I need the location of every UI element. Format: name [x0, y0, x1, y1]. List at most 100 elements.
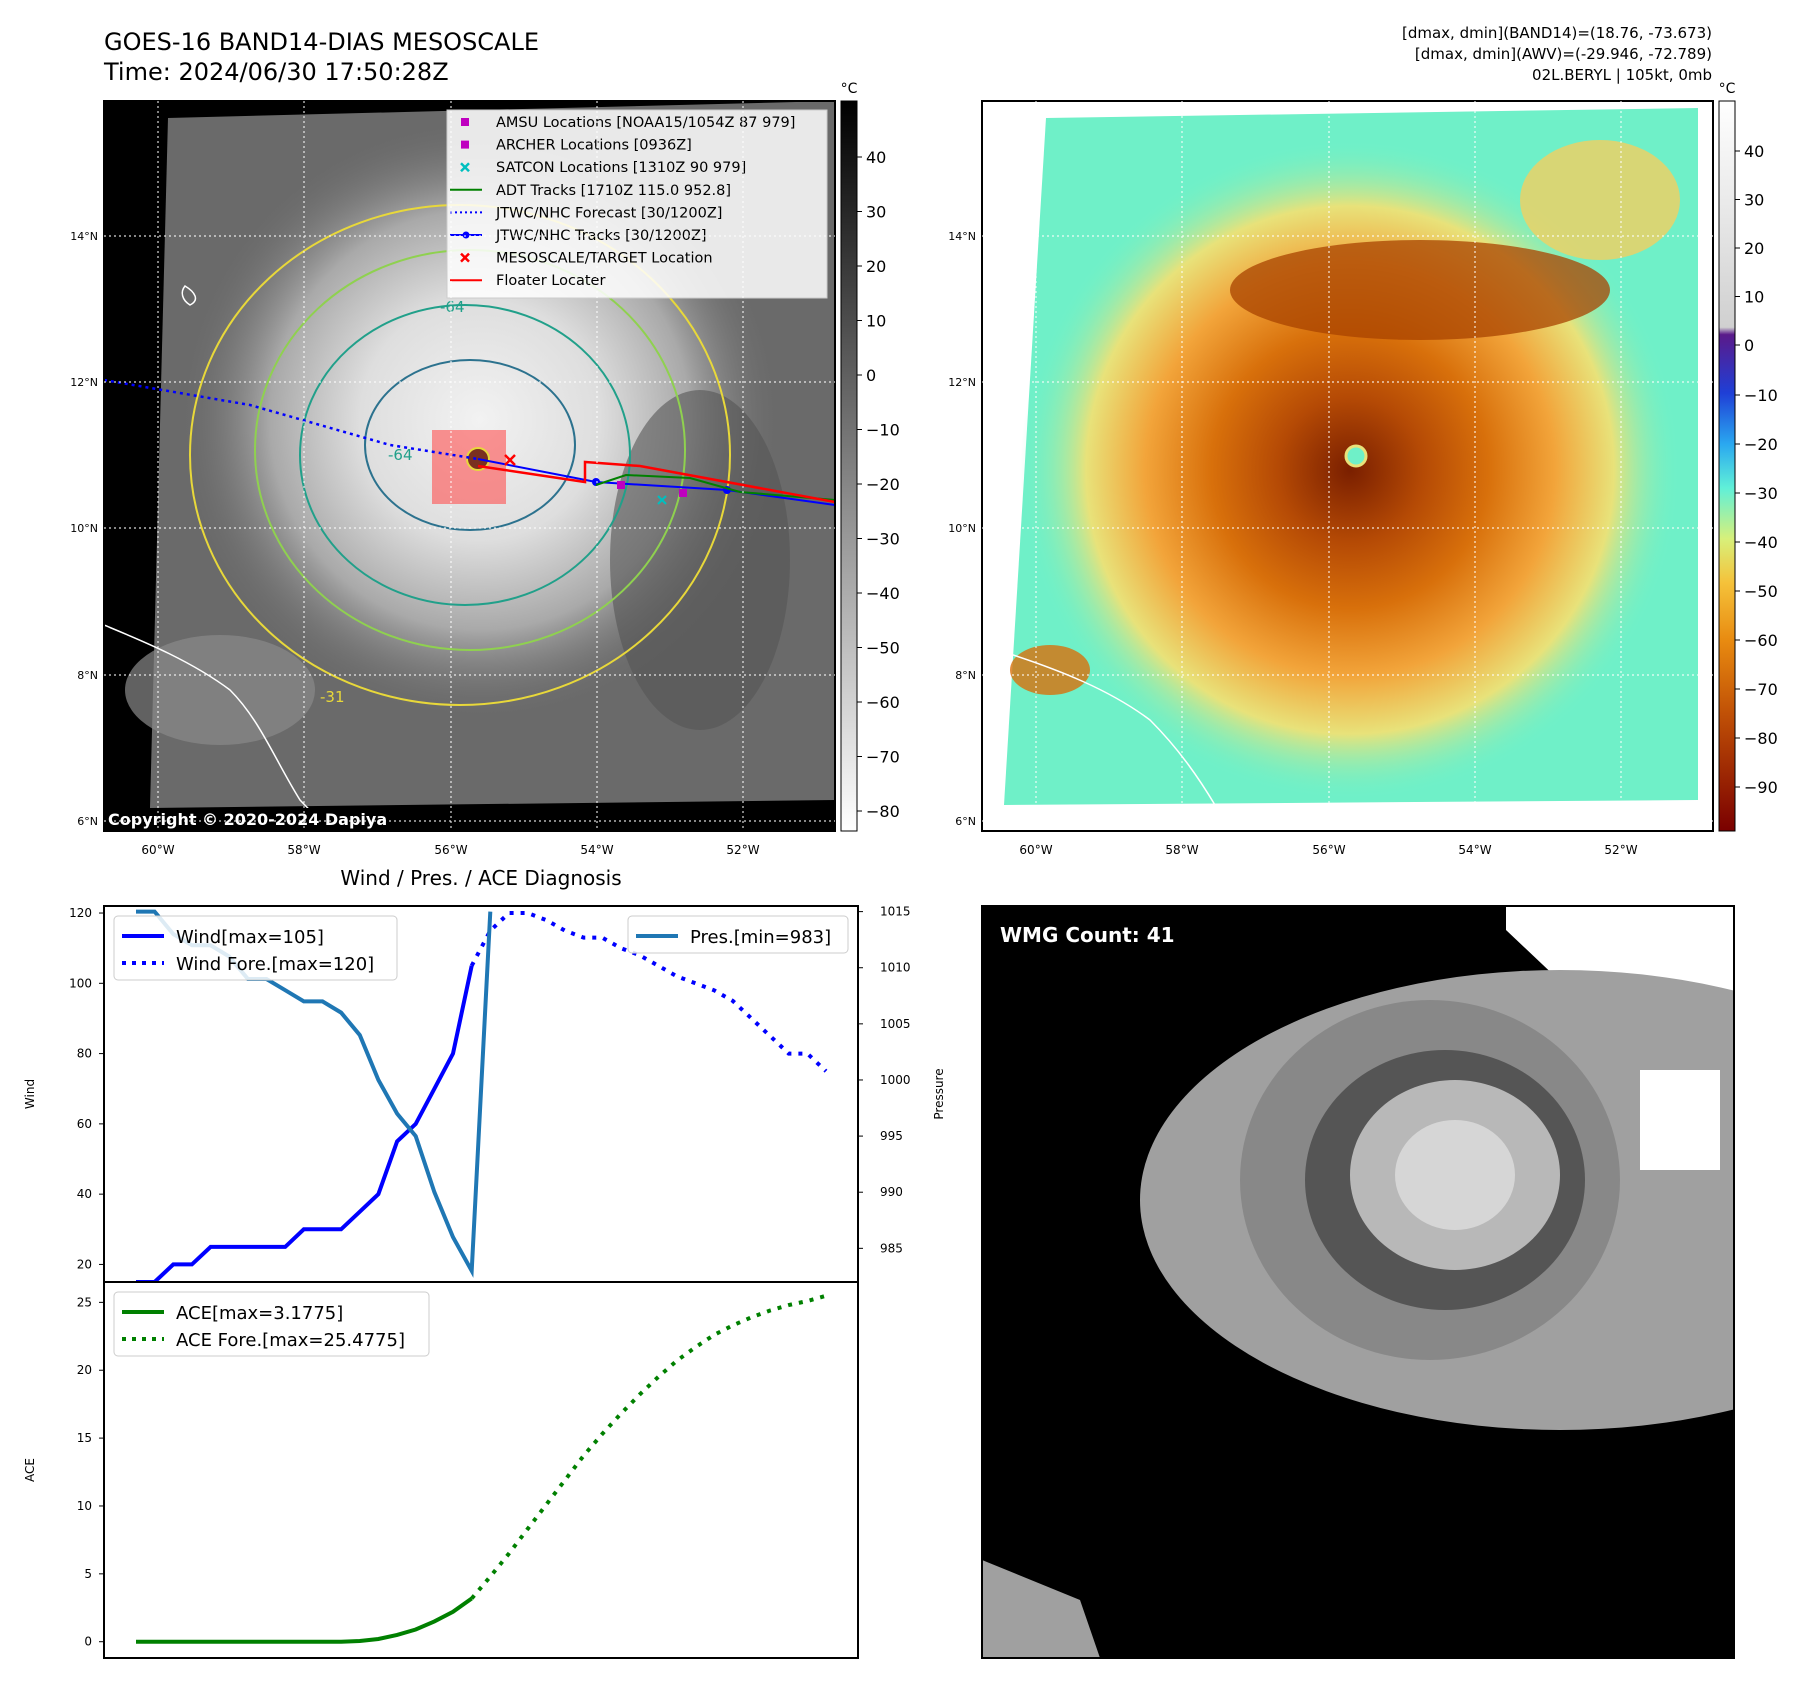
- y2-tick-label: 1000: [880, 1073, 911, 1087]
- colorbar-tick-label: 20: [866, 257, 886, 276]
- legend-item: Floater Locater: [450, 273, 605, 289]
- colorbar-tick-label: 40: [1744, 142, 1764, 161]
- contour-label: -31: [320, 688, 345, 706]
- lon-label: 56°W: [434, 843, 467, 857]
- lon-label: 54°W: [1458, 843, 1491, 857]
- lat-label: 12°N: [70, 376, 98, 389]
- legend-marker: [460, 252, 470, 263]
- colorbar-tick-label: −40: [866, 584, 900, 603]
- legend-marker: [460, 162, 470, 173]
- colorbar-tick-label: −50: [866, 639, 900, 658]
- legend-label: ARCHER Locations [0936Z]: [496, 138, 692, 154]
- chart-legend: [627, 915, 849, 954]
- y-tick-label: 80: [77, 1047, 92, 1061]
- lat-label: 6°N: [77, 815, 98, 828]
- info-line-1: [dmax, dmin](BAND14)=(18.76, -73.673): [1402, 24, 1712, 42]
- legend-label: ADT Tracks [1710Z 115.0 952.8]: [496, 183, 731, 199]
- y2-tick-label: 995: [880, 1129, 903, 1143]
- lat-label: 12°N: [948, 376, 976, 389]
- wmg-panel: WMG Count: 41: [981, 905, 1735, 1659]
- lat-label: 10°N: [70, 522, 98, 535]
- ir-map-panel: -31 -64 -64 AMSU Locations [NOAA15/1054Z…: [103, 100, 836, 832]
- colorbar-tick-label: 10: [866, 312, 886, 331]
- colorbar-tick-label: −30: [1744, 484, 1778, 503]
- y2-tick-label: 1010: [880, 961, 911, 975]
- legend-item: JTWC/NHC Forecast [30/1200Z]: [450, 205, 722, 221]
- contour-teal: [299, 304, 631, 606]
- legend-item: MESOSCALE/TARGET Location: [460, 251, 713, 267]
- ir-colorbar-unit: °C: [841, 81, 858, 97]
- lat-label: 14°N: [948, 230, 976, 243]
- colorbar-tick-label: −50: [1744, 582, 1778, 601]
- chart-legend: [113, 915, 398, 981]
- lon-label: 60°W: [1019, 843, 1052, 857]
- colorbar-tick-label: 30: [866, 203, 886, 222]
- lon-label: 56°W: [1312, 843, 1345, 857]
- chart-legend: [113, 1291, 430, 1357]
- chart-legend-label: ACE Fore.[max=25.4775]: [176, 1330, 405, 1351]
- y-tick-label: 25: [77, 1295, 92, 1309]
- colorbar-tick-label: 0: [1744, 336, 1754, 355]
- chart-legend-label: Wind[max=105]: [176, 927, 324, 948]
- legend-marker: [461, 118, 469, 126]
- satcon-marker: [657, 495, 667, 505]
- legend-item: ARCHER Locations [0936Z]: [461, 138, 692, 154]
- y-tick-label: 100: [69, 976, 92, 990]
- colorbar-tick-label: −70: [1744, 680, 1778, 699]
- ir-colorbar: °C 40 30 20 10 0 −10 −20 −30 −40 −50 −60 −70 −80: [840, 81, 900, 832]
- target-marker: [504, 454, 516, 466]
- y-tick-label: 40: [77, 1187, 92, 1201]
- legend-item: SATCON Locations [1310Z 90 979]: [460, 160, 746, 176]
- colorbar-tick-label: 30: [1744, 191, 1764, 210]
- colorbar-tick-label: −60: [1744, 631, 1778, 650]
- lat-label: 8°N: [955, 669, 976, 682]
- legend-item: ADT Tracks [1710Z 115.0 952.8]: [450, 183, 731, 199]
- y-tick-label: 60: [77, 1117, 92, 1131]
- info-line-2: [dmax, dmin](AWV)=(-29.946, -72.789): [1415, 45, 1712, 63]
- contour-label: -64: [440, 298, 465, 316]
- series-line: [470, 1293, 827, 1600]
- colorbar-tick-label: −30: [866, 530, 900, 549]
- chart-legend-label: Pres.[min=983]: [690, 927, 831, 948]
- y-tick-label: 120: [69, 906, 92, 920]
- lon-label: 54°W: [580, 843, 613, 857]
- ir-map-legend: AMSU Locations [NOAA15/1054Z 87 979] ARCH…: [446, 109, 828, 299]
- color-colorbar-unit: °C: [1719, 81, 1736, 97]
- series-line: [136, 1596, 473, 1644]
- figure-title: GOES-16 BAND14-DIAS MESOSCALE: [104, 28, 539, 56]
- y-tick-label: 20: [77, 1257, 92, 1271]
- y-tick-label: 15: [77, 1431, 92, 1445]
- lat-label: 6°N: [955, 815, 976, 828]
- lon-label: 58°W: [287, 843, 320, 857]
- color-storm-eye: [1344, 444, 1368, 468]
- lat-label: 14°N: [70, 230, 98, 243]
- y2-tick-label: 1015: [880, 905, 911, 919]
- diagnosis-title: Wind / Pres. / ACE Diagnosis: [340, 866, 621, 890]
- colorbar-tick-label: 10: [1744, 288, 1764, 307]
- legend-label: JTWC/NHC Forecast [30/1200Z]: [495, 205, 722, 221]
- adt-track: [595, 473, 835, 501]
- y-tick-label: 20: [77, 1363, 92, 1377]
- contour-blue: [364, 359, 576, 531]
- colorbar-tick-label: −20: [866, 475, 900, 494]
- figure-time: Time: 2024/06/30 17:50:28Z: [103, 58, 449, 86]
- lon-label: 60°W: [141, 843, 174, 857]
- colorbar-tick-label: 40: [866, 148, 886, 167]
- legend-label: AMSU Locations [NOAA15/1054Z 87 979]: [496, 115, 795, 131]
- lat-label: 10°N: [948, 522, 976, 535]
- lat-label: 8°N: [77, 669, 98, 682]
- y-tick-label: 0: [84, 1635, 92, 1649]
- colorbar-tick-label: 0: [866, 366, 876, 385]
- colorbar-tick-label: −70: [866, 748, 900, 767]
- legend-marker: [461, 140, 469, 149]
- chart-legend-label: ACE[max=3.1775]: [176, 1303, 343, 1324]
- ace-chart: 0 5 10 15 20 25 ACE ACE[max=3.1775] ACE Fore.[ma…: [23, 1281, 859, 1659]
- lon-label: 52°W: [1604, 843, 1637, 857]
- y-axis-label: ACE: [23, 1458, 37, 1482]
- wmg-count-label: WMG Count: 41: [1000, 923, 1175, 947]
- y-tick-label: 5: [84, 1567, 92, 1581]
- y2-axis-label: Pressure: [932, 1068, 946, 1119]
- colorbar-tick-label: −80: [1744, 729, 1778, 748]
- y-axis-label: Wind: [23, 1079, 37, 1109]
